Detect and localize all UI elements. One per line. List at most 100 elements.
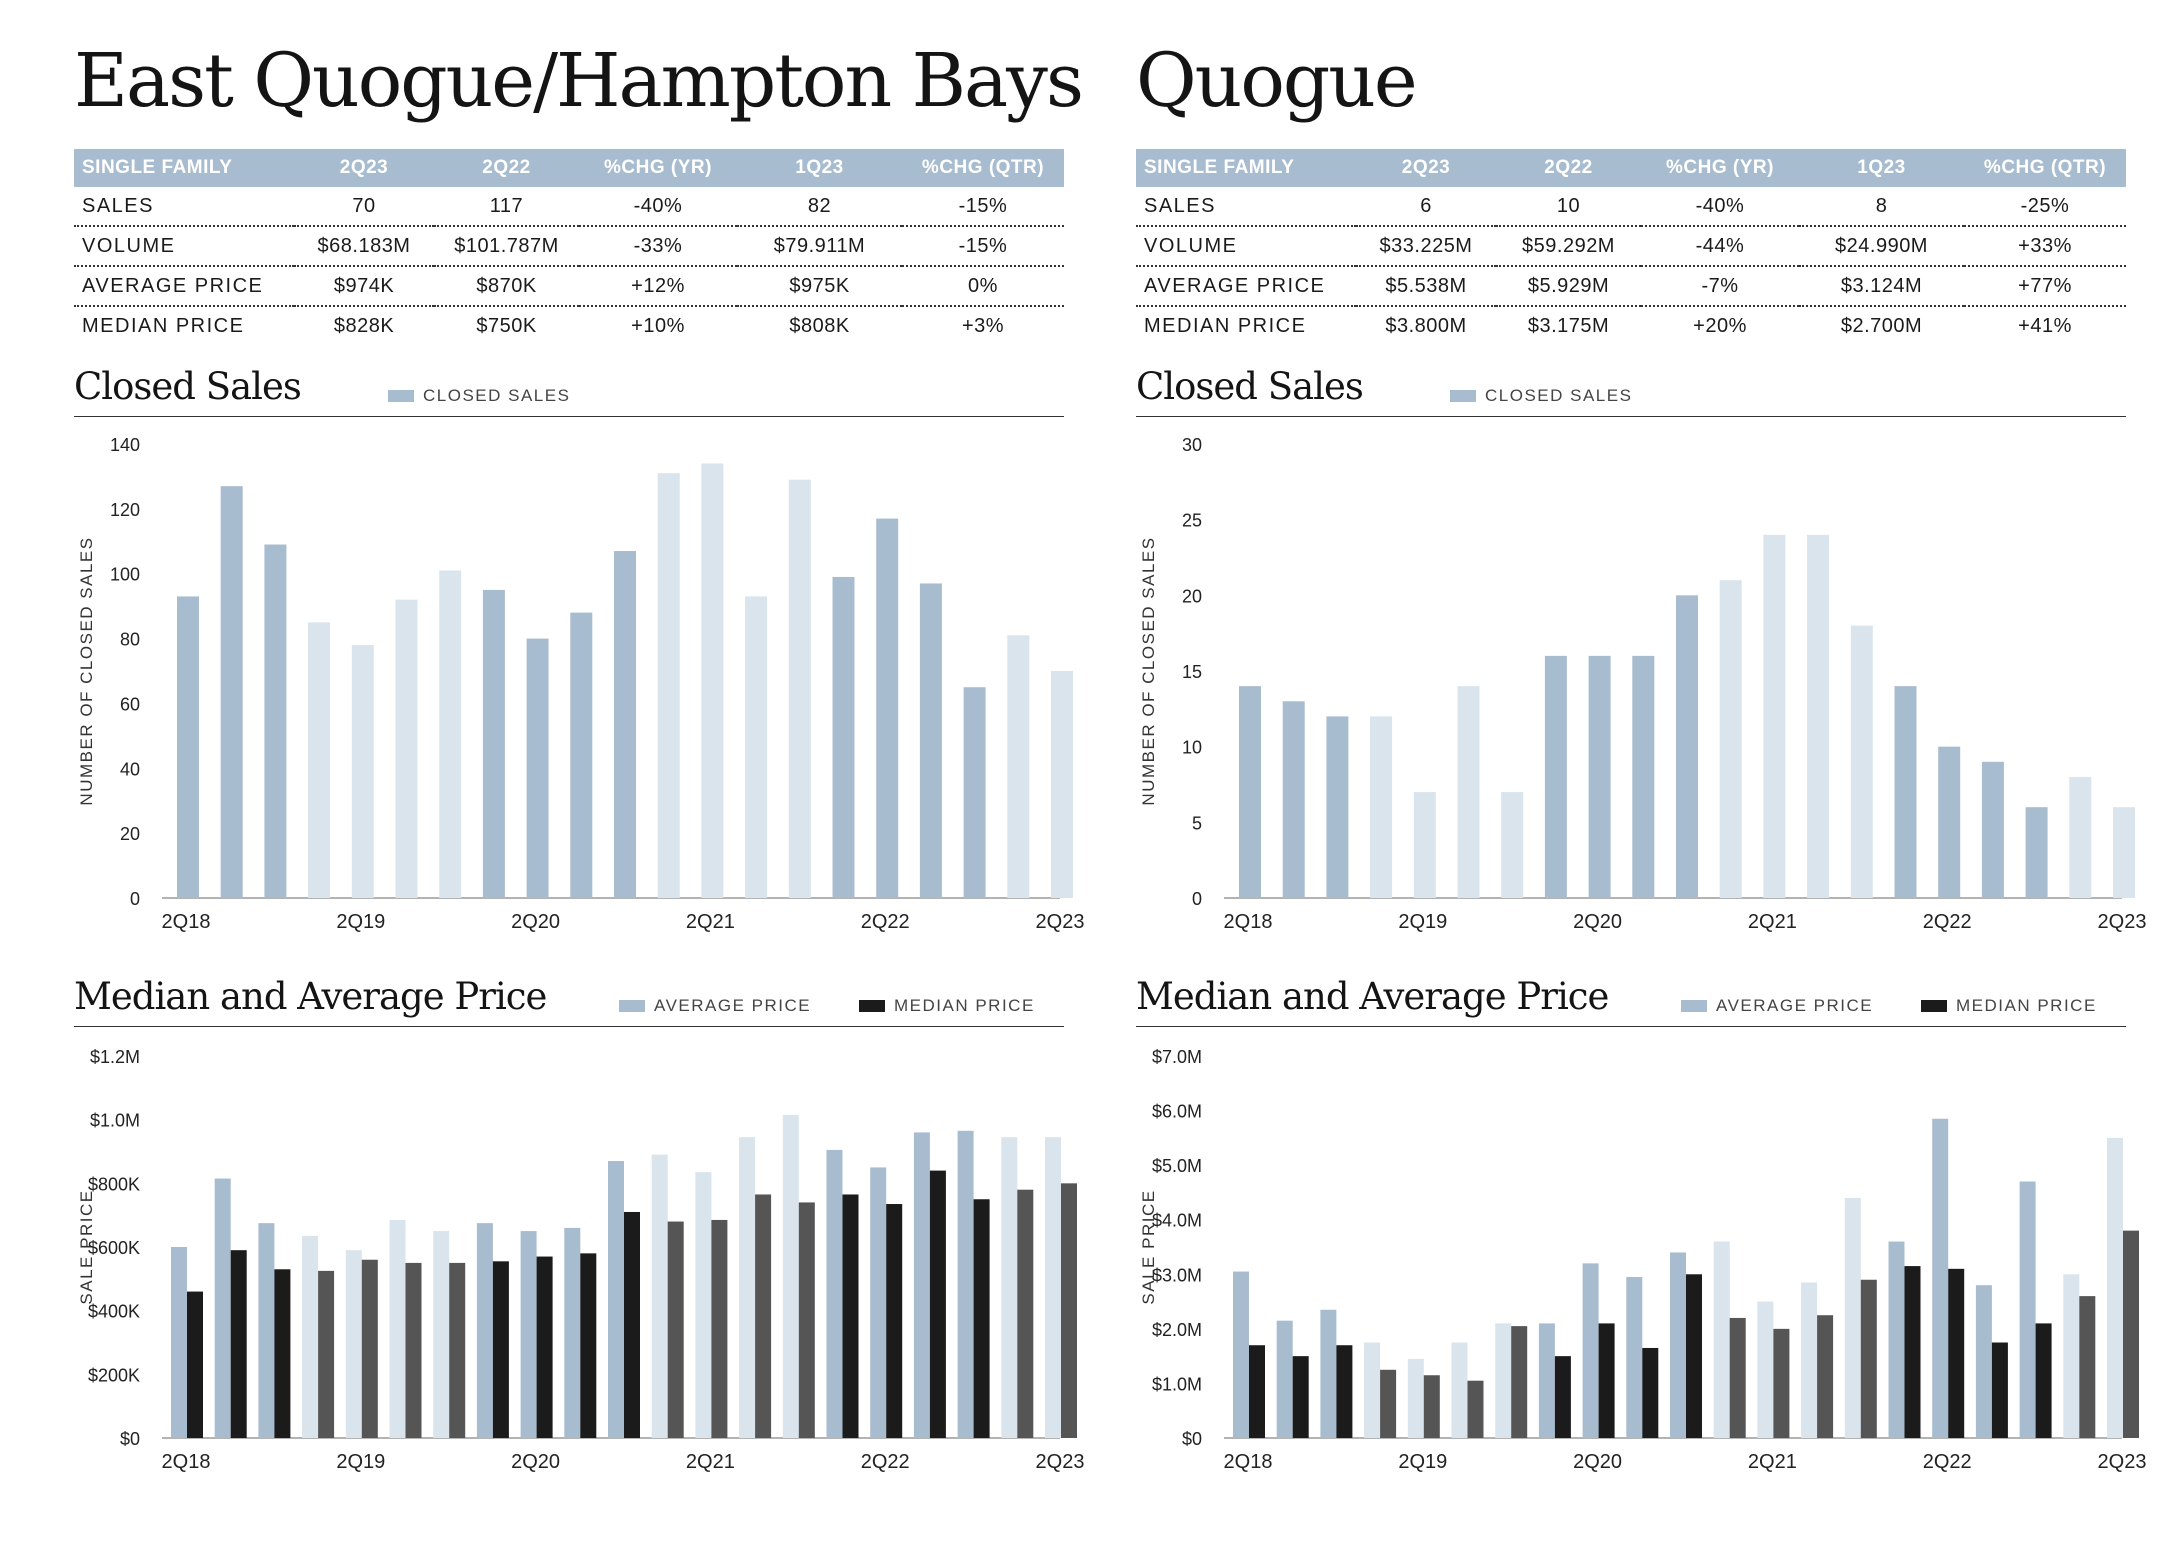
median-price-bar xyxy=(1948,1268,1965,1438)
table-cell: -40% xyxy=(579,187,737,227)
table-cell: AVERAGE PRICE xyxy=(74,266,294,307)
table-cell: VOLUME xyxy=(74,226,294,267)
y-tick-label: 100 xyxy=(110,565,140,585)
closed-sales-bar xyxy=(1850,625,1873,898)
table-cell: $33.225M xyxy=(1356,226,1496,267)
x-tick-label: 2Q22 xyxy=(1923,911,1972,933)
table-header: %CHG (YR) xyxy=(1641,149,1799,187)
legend-swatch xyxy=(1921,1000,1947,1012)
table-cell: $2.700M xyxy=(1840,314,1923,337)
average-price-bar xyxy=(1233,1271,1249,1438)
closed-sales-bar xyxy=(2069,776,2092,898)
table-cell: -40% xyxy=(1641,187,1799,227)
average-price-bar xyxy=(1582,1263,1599,1438)
closed-sales-bar xyxy=(177,596,199,898)
median-price-bar xyxy=(973,1199,990,1438)
table-header: SINGLE FAMILY xyxy=(1136,149,1356,187)
median-price-bar xyxy=(405,1262,422,1438)
table-row: SALES 6 10 -40% 8 -25% xyxy=(1136,187,2126,227)
y-tick-label: $1.2M xyxy=(90,1047,140,1067)
closed-sales-bar xyxy=(832,576,855,898)
y-axis-label: SALE PRICE xyxy=(77,1189,96,1304)
table-cell: $59.292M xyxy=(1496,226,1641,267)
table-cell: $68.183M xyxy=(294,226,434,267)
legend-label: CLOSED SALES xyxy=(423,386,571,405)
closed-sales-bar xyxy=(351,645,374,898)
median-price-bar xyxy=(1061,1183,1077,1438)
median-price-bar xyxy=(449,1262,466,1438)
y-tick-label: $1.0M xyxy=(90,1111,140,1131)
closed-sales-bar xyxy=(482,589,505,898)
table-row: MEDIAN PRICE $828K $750K +10% $808K +3% xyxy=(74,306,1064,345)
table-cell: +10% xyxy=(631,314,685,337)
table-cell: MEDIAN PRICE xyxy=(82,314,245,337)
table-cell: $24.990M xyxy=(1799,226,1964,267)
table-cell: -44% xyxy=(1641,226,1799,267)
y-tick-label: 20 xyxy=(1182,586,1202,606)
average-price-bar xyxy=(651,1154,668,1438)
legend-median-price: MEDIAN PRICE xyxy=(859,996,1035,1016)
x-tick-label: 2Q23 xyxy=(2098,911,2147,933)
table-cell: $870K xyxy=(434,266,579,307)
closed-sales-bar xyxy=(264,544,287,898)
average-price-bar xyxy=(302,1235,319,1438)
median-price-bar xyxy=(2123,1230,2139,1438)
closed-sales-bar xyxy=(1501,792,1524,898)
median-price-bar xyxy=(580,1253,597,1438)
table-cell: -15% xyxy=(902,187,1064,227)
median-price-bar xyxy=(1991,1342,2008,1438)
y-axis-label: NUMBER OF CLOSED SALES xyxy=(77,536,96,805)
closed-sales-bar xyxy=(1239,686,1261,898)
y-tick-label: $1.0M xyxy=(1152,1374,1202,1394)
table-row: MEDIAN PRICE $3.800M $3.175M +20% $2.700… xyxy=(1136,306,2126,345)
table-cell: +33% xyxy=(1964,226,2126,267)
closed-sales-bar xyxy=(963,687,986,898)
median-price-bar xyxy=(187,1291,203,1438)
y-axis-label: NUMBER OF CLOSED SALES xyxy=(1139,536,1158,805)
closed-sales-bar xyxy=(570,612,593,898)
legend-closed-sales: CLOSED SALES xyxy=(1450,386,1632,406)
table-cell: +12% xyxy=(579,266,737,307)
median-price-bar xyxy=(1598,1323,1615,1438)
average-price-bar xyxy=(1451,1342,1468,1438)
price-header: Median and Average Price AVERAGE PRICE M… xyxy=(1136,975,2126,1027)
average-price-bar xyxy=(345,1250,362,1438)
y-tick-label: $2.0M xyxy=(1152,1320,1202,1340)
x-tick-label: 2Q21 xyxy=(1748,1451,1797,1473)
table-header: 1Q23 xyxy=(737,149,902,187)
table-cell: $3.124M xyxy=(1799,266,1964,307)
median-price-bar xyxy=(798,1202,815,1438)
table-cell: +3% xyxy=(961,314,1005,337)
median-price-bar xyxy=(711,1219,728,1438)
table-row: SALES 70 117 -40% 82 -15% xyxy=(74,187,1064,227)
y-tick-label: $400K xyxy=(88,1302,140,1322)
closed-sales-chart: NUMBER OF CLOSED SALES 0 5 10 15 20 25 30 2Q18 2Q… xyxy=(1139,435,2146,933)
y-tick-label: 60 xyxy=(120,694,140,714)
closed-sales-chart: NUMBER OF CLOSED SALES 0 20 40 60 80 100 120 140… xyxy=(77,435,1084,933)
panel-east-quogue: East Quogue/Hampton Bays SINGLE FAMILY 2… xyxy=(74,0,1084,1548)
closed-sales-bar xyxy=(2113,807,2135,898)
closed-sales-bar xyxy=(1544,655,1567,898)
y-tick-label: 120 xyxy=(110,500,140,520)
y-tick-label: $600K xyxy=(88,1238,140,1258)
median-price-bar xyxy=(536,1256,553,1438)
closed-sales-bar xyxy=(308,622,331,898)
closed-sales-bar xyxy=(1007,635,1030,898)
table-cell: -33% xyxy=(579,226,737,267)
legend-label: MEDIAN PRICE xyxy=(1956,996,2097,1015)
table-header-row: SINGLE FAMILY 2Q23 2Q22 %CHG (YR) 1Q23 %… xyxy=(1136,149,2126,187)
y-tick-label: 140 xyxy=(110,435,140,455)
y-tick-label: $200K xyxy=(88,1365,140,1385)
x-tick-label: 2Q19 xyxy=(336,1451,385,1473)
y-tick-label: 0 xyxy=(130,889,140,909)
y-axis-label: SALE PRICE xyxy=(1139,1189,1158,1304)
section-title: Median and Average Price xyxy=(74,975,547,1018)
x-tick-label: 2Q18 xyxy=(1224,1451,1273,1473)
legend-swatch xyxy=(619,1000,645,1012)
price-chart: SALE PRICE $0 $200K $400K $600K $800K $1.0M $1.… xyxy=(77,1047,1084,1473)
average-price-bar xyxy=(2107,1137,2123,1438)
median-price-bar xyxy=(1904,1266,1921,1438)
table-cell: 10 xyxy=(1496,187,1641,227)
average-price-bar xyxy=(1932,1118,1949,1438)
price-header: Median and Average Price AVERAGE PRICE M… xyxy=(74,975,1064,1027)
